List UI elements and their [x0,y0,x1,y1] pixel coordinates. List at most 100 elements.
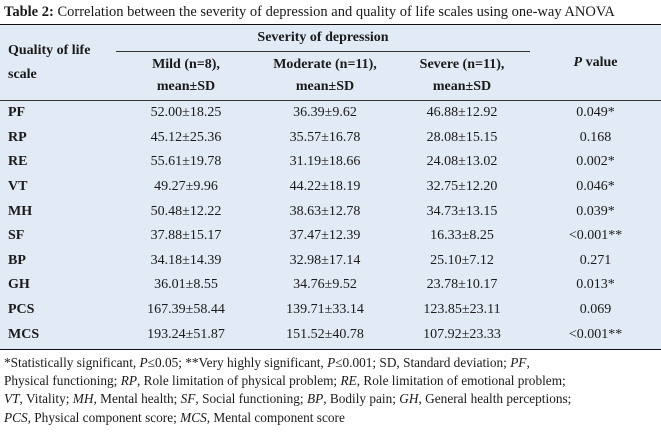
table-body: PF 52.00±18.25 36.39±9.62 46.88±12.92 0.049*… [0,99,661,347]
mild-cell: 167.39±58.44 [147,302,225,318]
table-row: GH 36.01±8.55 34.76±9.52 23.78±10.17 0.013* [0,273,661,298]
table-row: PCS 167.39±58.44 139.71±33.14 123.85±23.11 0… [0,298,661,323]
severity-header: Severity of depression [116,25,531,52]
moderate-cell: 151.52±40.78 [286,326,364,342]
mild-cell: 36.01±8.55 [154,277,218,293]
moderate-cell: 139.71±33.14 [286,302,364,318]
p-value-cell: 0.271 [579,252,612,268]
caption-text: Correlation between the severity of depr… [53,4,615,20]
fn-abbr: BP [306,391,324,407]
fn-abbr: P [327,355,336,370]
table-footnote: *Statistically significant, P≤0.05; **Ve… [4,354,658,427]
p-value-cell: 0.046* [576,179,615,195]
severe-cell: 32.75±12.20 [426,179,498,195]
mild-cell: 55.61±19.78 [150,154,222,170]
fn-abbr: P [139,355,148,370]
row-scale-label: BP [8,252,26,268]
fn-text: , Social functioning; [195,391,307,407]
severe-header-line1: Severe (n=11), [419,57,505,72]
severe-cell: 23.78±10.17 [426,277,498,293]
row-scale-label: GH [8,277,30,293]
fn-abbr: RP [120,373,137,389]
p-value-cell: <0.001** [568,326,623,342]
severe-header: Severe (n=11), mean±SD [394,52,530,101]
severe-cell: 107.92±23.33 [423,326,501,342]
fn-abbr: MH [72,391,94,407]
moderate-cell: 35.57±16.78 [289,129,361,145]
severe-cell: 46.88±12.92 [394,99,531,126]
row-scale-label: RP [8,129,27,145]
mild-cell: 49.27±9.96 [154,179,218,195]
severe-cell: 28.08±15.15 [426,129,498,145]
severe-cell: 25.10±7.12 [430,252,494,268]
fn-abbr: MCS [180,409,207,425]
fn-text: , Mental health; [93,391,181,407]
fn-text: , Vitality; [19,391,73,407]
fn-text: , Mental component score [206,409,345,425]
moderate-cell: 37.47±12.39 [289,228,361,244]
p-value-header-italic: P [573,54,583,70]
table-row: MCS 193.24±51.87 151.52±40.78 107.92±23.33 <… [0,322,661,347]
fn-text: , General health perceptions; [418,391,572,407]
qol-header-line2: scale [8,66,37,82]
fn-text: , Physical component score; [27,409,181,425]
qol-header-line1: Quality of life [8,42,91,58]
fn-text: , Role limitation of emotional problem; [356,373,566,389]
p-value-cell: <0.001** [568,228,623,244]
p-value-cell: 0.013* [576,277,615,293]
fn-text: ≤0.001; SD, Standard deviation; [335,355,511,370]
row-scale-label: PF [0,99,116,126]
p-value-header: P value [530,25,661,101]
row-scale-label: RE [8,154,28,170]
fn-text: , Bodily pain; [323,391,400,407]
mild-cell: 34.18±14.39 [150,252,222,268]
moderate-cell: 32.98±17.14 [289,252,361,268]
footnote-line-3: VT, Vitality; MH, Mental health; SF, Soc… [4,390,658,408]
quality-of-life-header: Quality of life scale [0,25,116,101]
data-table-container: Quality of life scale Severity of depres… [0,24,661,350]
row-scale-label: PCS [8,302,35,318]
moderate-cell: 38.63±12.78 [289,203,361,219]
table-label: Table 2: [4,4,54,20]
severe-header-line2: mean±SD [432,79,492,94]
mild-cell: 52.00±18.25 [116,99,256,126]
p-value-cell: 0.002* [576,154,615,170]
moderate-header: Moderate (n=11), mean±SD [256,52,394,101]
p-value-cell: 0.168 [579,129,612,145]
fn-text: , Role limitation of physical problem; [136,373,341,389]
fn-abbr: VT [4,391,20,407]
table-row: RE 55.61±19.78 31.19±18.66 24.08±13.02 0.002… [0,150,661,175]
mild-header: Mild (n=8), mean±SD [116,52,256,101]
p-value-header-rest: value [582,54,618,70]
row-scale-label: MCS [8,326,40,342]
p-value-cell: 0.049* [530,99,661,126]
footnote-line-4: PCS, Physical component score; MCS, Ment… [4,409,658,427]
fn-abbr: RE [340,373,357,389]
moderate-header-line1: Moderate (n=11), [273,57,377,72]
fn-abbr: PF [510,355,527,370]
row-scale-label: SF [8,228,25,244]
fn-text: *Statistically significant, [4,355,140,370]
severe-cell: 123.85±23.11 [423,302,501,318]
fn-abbr: PCS [4,409,28,425]
moderate-cell: 36.39±9.62 [256,99,394,126]
footnote-line-1: *Statistically significant, P≤0.05; **Ve… [4,354,658,372]
moderate-cell: 31.19±18.66 [289,154,361,170]
mild-cell: 37.88±15.17 [150,228,222,244]
table-row: PF 52.00±18.25 36.39±9.62 46.88±12.92 0.049* [0,99,661,126]
fn-text: Physical functioning; [4,373,121,389]
footnote-line-2: Physical functioning; RP, Role limitatio… [4,372,658,390]
severe-cell: 34.73±13.15 [426,203,498,219]
table-row: BP 34.18±14.39 32.98±17.14 25.10±7.12 0.271 [0,249,661,274]
mild-cell: 193.24±51.87 [147,326,225,342]
row-scale-label: VT [8,179,28,195]
moderate-cell: 44.22±18.19 [289,179,361,195]
severe-cell: 16.33±8.25 [430,228,494,244]
moderate-header-line2: mean±SD [295,79,355,94]
correlation-table: Quality of life scale Severity of depres… [0,25,661,347]
row-scale-label: MH [8,203,33,219]
moderate-cell: 34.76±9.52 [293,277,357,293]
mild-cell: 50.48±12.22 [150,203,222,219]
p-value-cell: 0.039* [576,203,615,219]
table-row: RP 45.12±25.36 35.57±16.78 28.08±15.15 0.168 [0,126,661,151]
